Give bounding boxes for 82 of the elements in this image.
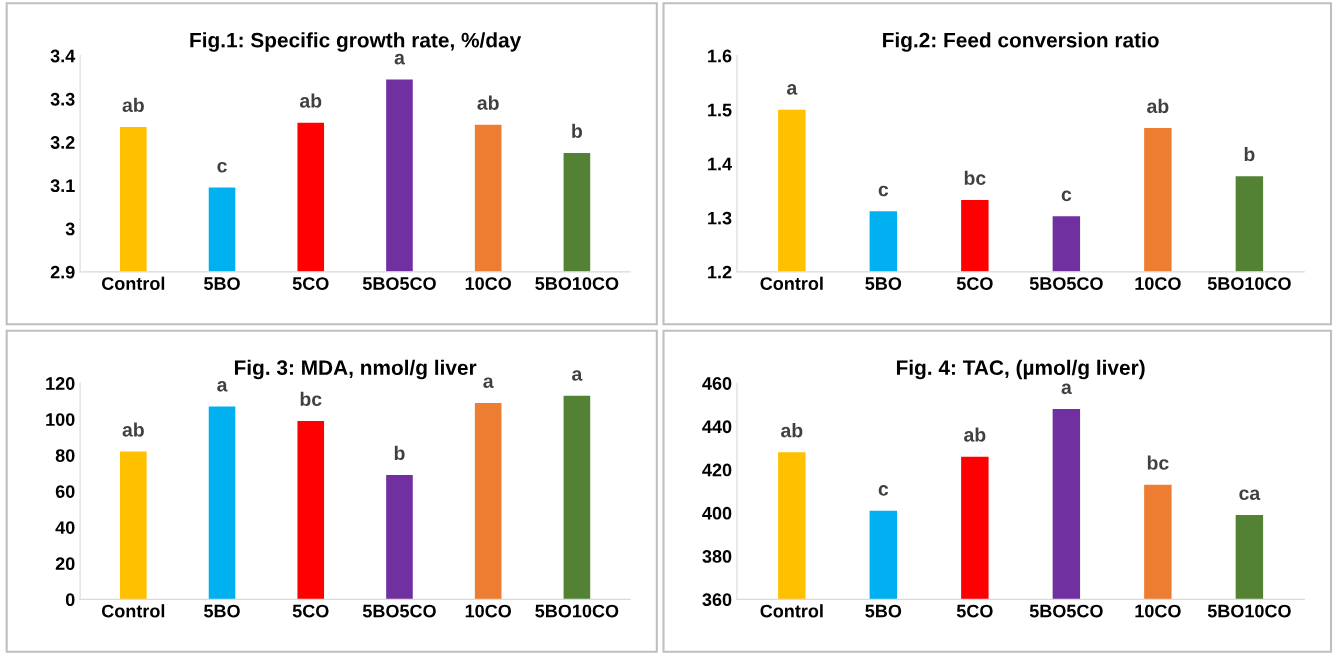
- y-tick-label: 0: [65, 593, 75, 607]
- y-tick-label: 1.4: [708, 157, 732, 171]
- annotation: a: [1061, 383, 1072, 395]
- y-tick-label: 80: [55, 449, 75, 462]
- y-tick-label: 380: [702, 550, 732, 563]
- x-tick-label: Control: [101, 276, 165, 290]
- annotation: a: [217, 380, 228, 392]
- annotation: ca: [1239, 489, 1261, 501]
- y-tick-label: 3.1: [50, 179, 75, 193]
- bar: [297, 421, 325, 600]
- y-tick-label: 100: [46, 413, 75, 426]
- y-tick-label: 3: [65, 222, 75, 236]
- annotation: bc: [964, 170, 986, 185]
- y-tick-label: 2.9: [50, 265, 75, 279]
- annotation: ab: [122, 422, 144, 437]
- x-tick-label: Control: [101, 604, 165, 618]
- annotation: a: [394, 53, 405, 65]
- x-tick-label: 10CO: [1135, 277, 1181, 290]
- x-tick-label: 5BO5CO: [1029, 604, 1103, 618]
- x-tick-label: 5CO: [956, 277, 993, 290]
- annotation: ab: [122, 97, 144, 113]
- x-tick-label: 10CO: [1135, 604, 1181, 618]
- annotation: c: [1061, 190, 1072, 202]
- y-tick-label: 3.4: [50, 49, 76, 63]
- annotation: ab: [477, 95, 499, 110]
- y-tick-label: 1.2: [708, 265, 732, 279]
- x-tick-label: 5CO: [956, 604, 993, 618]
- x-tick-label: 5BO: [204, 604, 240, 618]
- chart-title: Fig. 4: TAC, (µmol/g liver): [896, 359, 1145, 380]
- annotation: bc: [300, 391, 322, 407]
- bar: [120, 451, 147, 600]
- bar: [563, 395, 591, 600]
- y-tick-label: 420: [702, 463, 732, 477]
- annotation: bc: [1147, 455, 1169, 470]
- chart-title: Fig.2: Feed conversion ratio: [883, 32, 1159, 52]
- y-tick-label: 3.2: [50, 136, 75, 149]
- x-tick-label: 10CO: [465, 604, 511, 618]
- y-tick-label: 460: [702, 377, 732, 390]
- y-tick-label: 1.6: [708, 49, 732, 63]
- x-tick-label: 5BO: [865, 604, 902, 618]
- annotation: b: [394, 445, 405, 461]
- x-tick-label: 5CO: [292, 277, 329, 290]
- y-tick-label: 3.3: [50, 92, 75, 106]
- y-tick-label: 120: [46, 377, 75, 390]
- x-tick-label: 5BO10CO: [1207, 604, 1291, 618]
- annotation: ab: [781, 423, 803, 438]
- x-tick-label: 5CO: [292, 604, 329, 618]
- bar: [474, 402, 502, 600]
- annotation: a: [786, 84, 798, 95]
- x-tick-label: 5BO: [204, 277, 240, 290]
- annotation: a: [572, 370, 583, 381]
- bar: [386, 475, 413, 600]
- x-tick-label: 5BO10CO: [1207, 277, 1291, 290]
- x-tick-label: Control: [760, 604, 823, 618]
- y-tick-label: 1.5: [708, 103, 732, 117]
- y-tick-label: 400: [702, 506, 732, 520]
- y-tick-label: 360: [702, 593, 732, 607]
- chart-title: Fig. 3: MDA, nmol/g liver: [234, 359, 477, 380]
- x-tick-label: 5BO: [865, 277, 902, 290]
- x-tick-label: 5BO10CO: [535, 604, 619, 618]
- x-tick-label: Control: [760, 276, 823, 290]
- annotation: c: [878, 185, 889, 197]
- y-tick-label: 1.3: [708, 211, 732, 225]
- annotation: b: [1244, 146, 1255, 162]
- x-tick-label: 10CO: [465, 277, 511, 290]
- chart-title: Fig.1: Specific growth rate, %/day: [190, 32, 522, 52]
- y-tick-label: 440: [702, 420, 732, 434]
- bar: [208, 406, 236, 600]
- annotation: ab: [1147, 98, 1169, 114]
- x-tick-label: 5BO10CO: [535, 277, 619, 290]
- annotation: b: [572, 123, 583, 138]
- annotation: c: [878, 485, 889, 496]
- x-tick-label: 5BO5CO: [362, 277, 436, 290]
- y-tick-label: 60: [55, 485, 75, 498]
- y-tick-label: 20: [55, 557, 75, 571]
- annotation: a: [483, 377, 494, 389]
- annotation: ab: [299, 93, 322, 108]
- annotation: ab: [964, 427, 986, 442]
- annotation: c: [217, 161, 227, 173]
- y-tick-label: 40: [55, 521, 75, 534]
- x-tick-label: 5BO5CO: [1029, 277, 1103, 290]
- x-tick-label: 5BO5CO: [362, 604, 436, 618]
